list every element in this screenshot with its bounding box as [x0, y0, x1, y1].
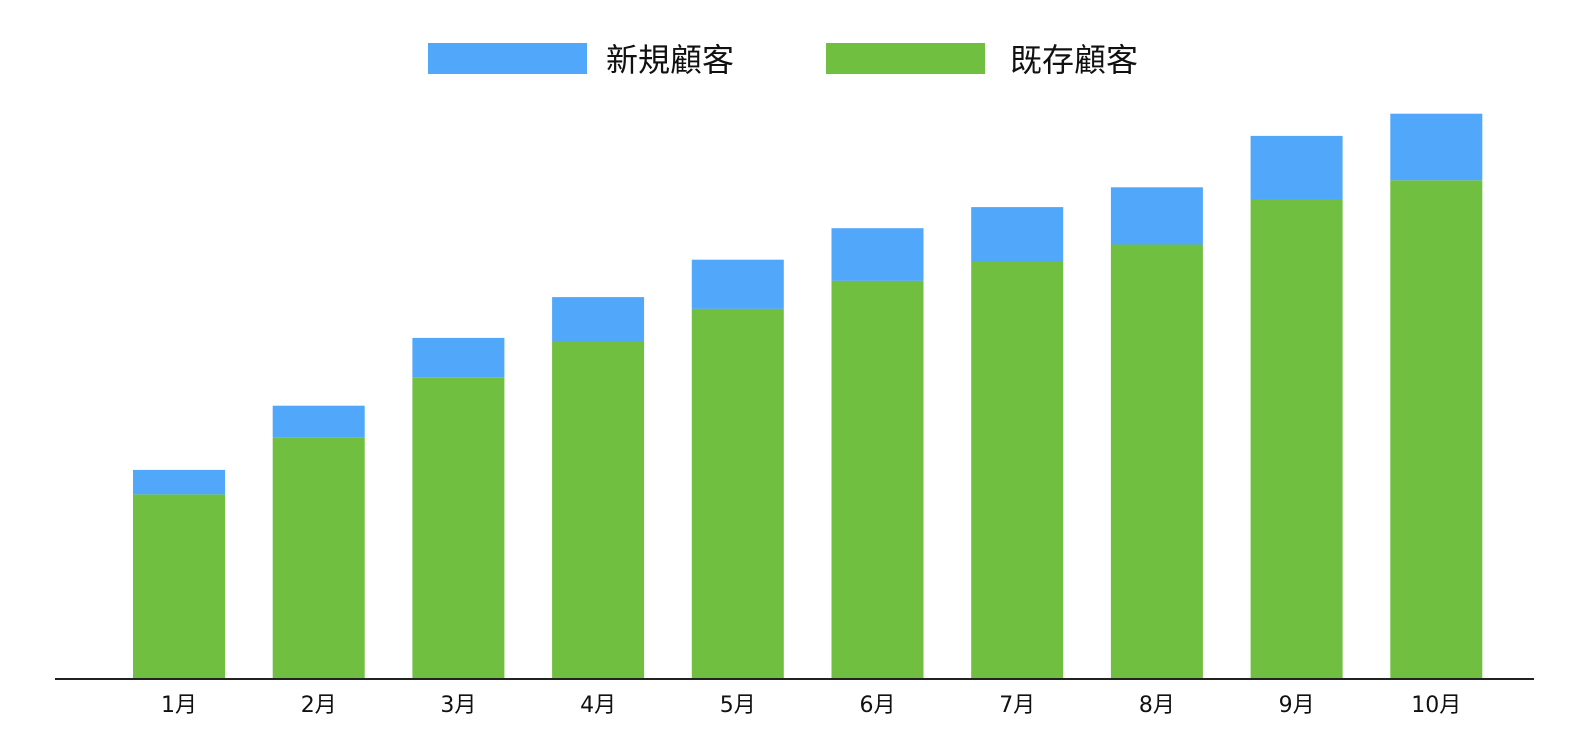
bar-existing-customers-9: [1250, 199, 1343, 679]
legend: 新規顧客 既存顧客: [428, 41, 1138, 79]
bar-existing-customers-1: [133, 494, 225, 679]
bar-new-customers-4: [552, 297, 645, 342]
x-tick-label-1: 1月: [161, 693, 197, 718]
bar-existing-customers-2: [272, 437, 365, 679]
x-tick-label-2: 2月: [301, 693, 337, 718]
bar-new-customers-7: [971, 207, 1064, 262]
bar-existing-customers-8: [1110, 244, 1203, 679]
x-tick-label-7: 7月: [999, 693, 1035, 718]
bar-new-customers-1: [133, 469, 225, 495]
x-tick-label-8: 8月: [1139, 693, 1175, 718]
x-axis-tick-labels: 1月 2月 3月 4月 5月 6月 7月 8月 9月 10月: [161, 693, 1461, 718]
x-tick-label-3: 3月: [440, 693, 476, 718]
bars: [133, 113, 1483, 680]
bar-existing-customers-4: [552, 341, 645, 679]
bar-new-customers-10: [1390, 113, 1483, 181]
bar-existing-customers-7: [971, 262, 1064, 679]
bar-existing-customers-6: [831, 280, 924, 679]
bar-new-customers-8: [1110, 187, 1203, 245]
legend-swatch-existing-customers: [826, 43, 985, 74]
bar-new-customers-9: [1250, 135, 1343, 199]
bar-new-customers-5: [691, 259, 784, 309]
legend-swatch-new-customers: [428, 43, 587, 74]
bar-new-customers-2: [272, 405, 365, 438]
x-tick-label-9: 9月: [1279, 693, 1315, 718]
bar-existing-customers-10: [1390, 180, 1483, 680]
legend-label-new-customers: 新規顧客: [606, 41, 734, 79]
bar-existing-customers-5: [691, 308, 784, 679]
x-tick-label-6: 6月: [860, 693, 896, 718]
x-tick-label-10: 10月: [1411, 693, 1461, 718]
x-tick-label-4: 4月: [580, 693, 616, 718]
legend-label-existing-customers: 既存顧客: [1010, 41, 1138, 79]
bar-new-customers-6: [831, 228, 924, 281]
x-tick-label-5: 5月: [720, 693, 756, 718]
bar-existing-customers-3: [412, 377, 505, 679]
bar-new-customers-3: [412, 337, 505, 378]
